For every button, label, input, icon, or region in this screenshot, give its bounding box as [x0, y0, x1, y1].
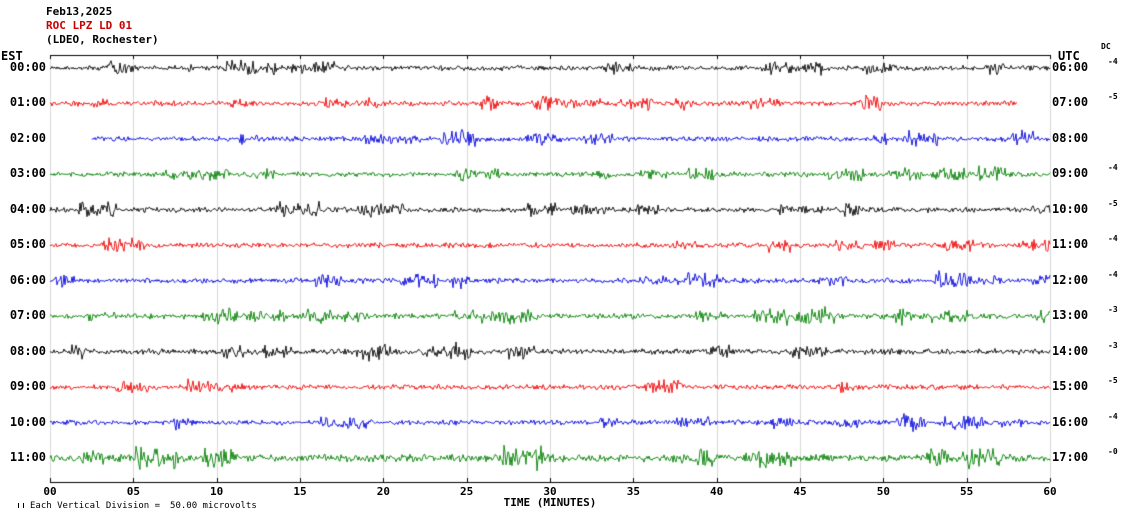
footer-scale-text: Each Vertical Division =	[30, 501, 161, 511]
dc-value: -4	[1108, 411, 1118, 421]
x-tick-label: 10	[210, 485, 224, 498]
utc-time-label: 15:00	[1052, 379, 1089, 394]
dc-column-label: DC	[1101, 42, 1111, 51]
x-tick-label: 00	[43, 485, 57, 498]
x-tick-label: 45	[793, 485, 807, 498]
utc-time-label: 10:00	[1052, 201, 1089, 216]
dc-value: -5	[1108, 198, 1118, 208]
x-tick-label: 50	[876, 485, 890, 498]
est-time-label: 11:00	[9, 450, 46, 464]
x-axis-title: TIME (MINUTES)	[503, 496, 597, 509]
utc-time-label: 16:00	[1052, 414, 1089, 429]
utc-time-label: 06:00	[1052, 60, 1089, 74]
est-time-label: 03:00	[9, 166, 46, 181]
est-time-label: 00:00	[9, 60, 46, 74]
utc-time-label: 11:00	[1052, 237, 1089, 252]
est-time-label: 08:00	[9, 343, 46, 358]
utc-time-label: 17:00	[1052, 450, 1089, 464]
header-station-id: ROC LPZ LD 01	[46, 19, 133, 32]
header-date: Feb13,2025	[46, 5, 113, 18]
utc-time-label: 09:00	[1052, 166, 1089, 181]
est-time-label: 09:00	[9, 379, 46, 394]
x-tick-label: 05	[126, 485, 140, 498]
footer-scale-note: Each Vertical Division = 50.00 microvolts	[18, 501, 257, 511]
utc-time-label: 13:00	[1052, 308, 1089, 323]
left-axis-title: EST	[1, 49, 23, 63]
x-tick-label: 15	[293, 485, 307, 498]
header-location: (LDEO, Rochester)	[46, 33, 159, 46]
dc-value: -4	[1108, 234, 1118, 244]
right-axis-title: UTC	[1058, 49, 1080, 63]
est-time-label: 01:00	[9, 95, 46, 110]
scale-mark-icon	[18, 503, 24, 508]
x-tick-label: 25	[460, 485, 474, 498]
est-time-label: 10:00	[9, 414, 46, 429]
utc-time-label: 08:00	[1052, 130, 1089, 145]
x-tick-label: 20	[376, 485, 390, 498]
x-tick-label: 40	[710, 485, 724, 498]
x-tick-label: 55	[960, 485, 974, 498]
est-time-label: 06:00	[9, 272, 46, 287]
est-time-label: 02:00	[9, 130, 46, 145]
x-tick-label: 60	[1043, 485, 1057, 498]
est-time-label: 05:00	[9, 237, 46, 252]
utc-time-label: 07:00	[1052, 95, 1089, 110]
x-tick-label: 35	[626, 485, 640, 498]
footer-scale-value: 50.00 microvolts	[170, 501, 257, 511]
dc-value: -3	[1108, 305, 1118, 315]
est-time-label: 07:00	[9, 308, 46, 323]
utc-time-label: 12:00	[1052, 272, 1089, 287]
x-tick-label: 30	[543, 485, 557, 498]
dc-value: -5	[1108, 92, 1118, 102]
dc-value: -3	[1108, 340, 1118, 350]
dc-value: -5	[1108, 376, 1118, 386]
est-time-label: 04:00	[9, 201, 46, 216]
dc-value: -4	[1108, 57, 1118, 66]
dc-value: -0	[1108, 447, 1118, 456]
dc-value: -4	[1108, 163, 1118, 173]
utc-time-label: 14:00	[1052, 343, 1089, 358]
dc-value: -4	[1108, 269, 1118, 279]
